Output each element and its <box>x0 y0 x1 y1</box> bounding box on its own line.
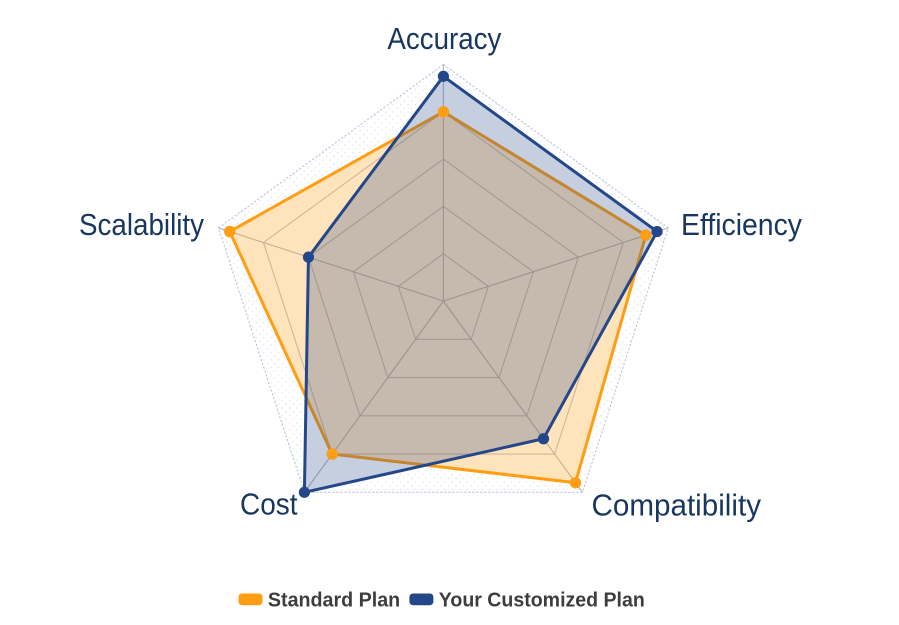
svg-text:Cost: Cost <box>240 487 298 522</box>
svg-text:Your Customized Plan: Your Customized Plan <box>439 589 645 612</box>
svg-text:Compatibility: Compatibility <box>592 488 762 523</box>
svg-text:Accuracy: Accuracy <box>387 21 501 56</box>
svg-text:Efficiency: Efficiency <box>681 207 802 242</box>
svg-text:Standard Plan: Standard Plan <box>268 589 400 612</box>
svg-text:Scalability: Scalability <box>79 207 204 242</box>
